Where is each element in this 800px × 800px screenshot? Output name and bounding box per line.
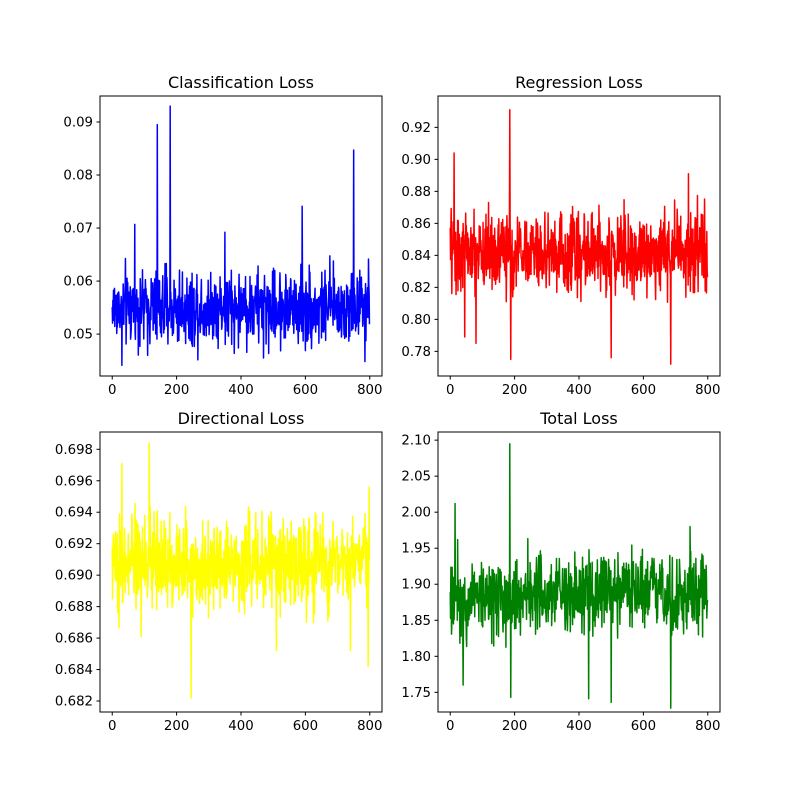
y-tick-label: 0.690 [55, 569, 93, 584]
y-tick-label: 2.00 [401, 506, 431, 521]
x-tick-label: 200 [164, 719, 189, 734]
subplot-directional-loss: Directional Loss 0 200 400 600 800 0.682 0.684… [55, 409, 383, 734]
y-tick-label: 1.85 [401, 614, 431, 629]
y-tick-label: 0.696 [55, 474, 93, 489]
y-tick-label: 0.90 [401, 153, 431, 168]
loss-series-line [449, 109, 709, 365]
y-tick-label: 0.09 [63, 115, 93, 130]
plot-frame [99, 95, 383, 377]
x-tick-label: 400 [566, 719, 591, 734]
subplot-regression-loss: Regression Loss 0 200 400 600 800 0.78 0.80 0.8… [401, 73, 721, 398]
y-tick-label: 0.698 [55, 443, 93, 458]
y-tick-label: 0.86 [401, 217, 431, 232]
y-tick-label: 0.80 [401, 313, 431, 328]
chart-title: Regression Loss [515, 73, 643, 92]
y-tick-label: 0.682 [55, 694, 93, 709]
x-tick-label: 0 [446, 719, 454, 734]
y-tick-label: 0.684 [55, 663, 93, 678]
chart-title: Total Loss [539, 409, 618, 428]
x-tick-label: 200 [502, 383, 527, 398]
x-tick-label: 600 [631, 719, 656, 734]
x-tick-label: 800 [695, 383, 720, 398]
x-tick-label: 800 [357, 719, 382, 734]
x-tick-label: 200 [164, 383, 189, 398]
y-tick-label: 0.08 [63, 169, 93, 184]
loss-series-line [449, 442, 709, 709]
y-tick-label: 0.686 [55, 632, 93, 647]
x-tick-label: 600 [631, 383, 656, 398]
chart-title: Classification Loss [168, 73, 314, 92]
x-tick-label: 400 [228, 383, 253, 398]
x-tick-label: 600 [293, 383, 318, 398]
y-tick-label: 0.78 [401, 345, 431, 360]
y-tick-label: 0.07 [63, 222, 93, 237]
loss-series-line [111, 105, 371, 367]
x-tick-label: 0 [446, 383, 454, 398]
y-tick-label: 0.84 [401, 249, 431, 264]
x-tick-label: 200 [502, 719, 527, 734]
y-tick-label: 0.05 [63, 328, 93, 343]
subplot-total-loss: Total Loss 0 200 400 600 800 1.75 1.80 1.85 1.90… [401, 409, 721, 734]
chart-title: Directional Loss [178, 409, 305, 428]
x-tick-label: 800 [695, 719, 720, 734]
x-tick-label: 800 [357, 383, 382, 398]
loss-series-line [111, 442, 371, 699]
x-tick-label: 600 [293, 719, 318, 734]
y-tick-label: 0.694 [55, 506, 93, 521]
y-tick-label: 0.688 [55, 600, 93, 615]
y-tick-label: 0.82 [401, 281, 431, 296]
y-tick-label: 0.92 [401, 121, 431, 136]
y-tick-label: 1.80 [401, 650, 431, 665]
x-tick-label: 0 [108, 719, 116, 734]
x-tick-label: 400 [566, 383, 591, 398]
plot-frame [437, 431, 721, 713]
y-tick-label: 1.75 [401, 686, 431, 701]
plot-frame [437, 95, 721, 377]
y-tick-label: 2.05 [401, 470, 431, 485]
y-tick-label: 0.06 [63, 275, 93, 290]
x-tick-label: 400 [228, 719, 253, 734]
y-tick-label: 1.95 [401, 542, 431, 557]
y-tick-label: 2.10 [401, 434, 431, 449]
y-tick-label: 1.90 [401, 578, 431, 593]
y-tick-label: 0.692 [55, 537, 93, 552]
plot-frame [99, 431, 383, 713]
subplot-classification-loss: Classification Loss 0 200 400 600 800 0.05 0.0… [63, 73, 383, 398]
y-tick-label: 0.88 [401, 185, 431, 200]
x-tick-label: 0 [108, 383, 116, 398]
